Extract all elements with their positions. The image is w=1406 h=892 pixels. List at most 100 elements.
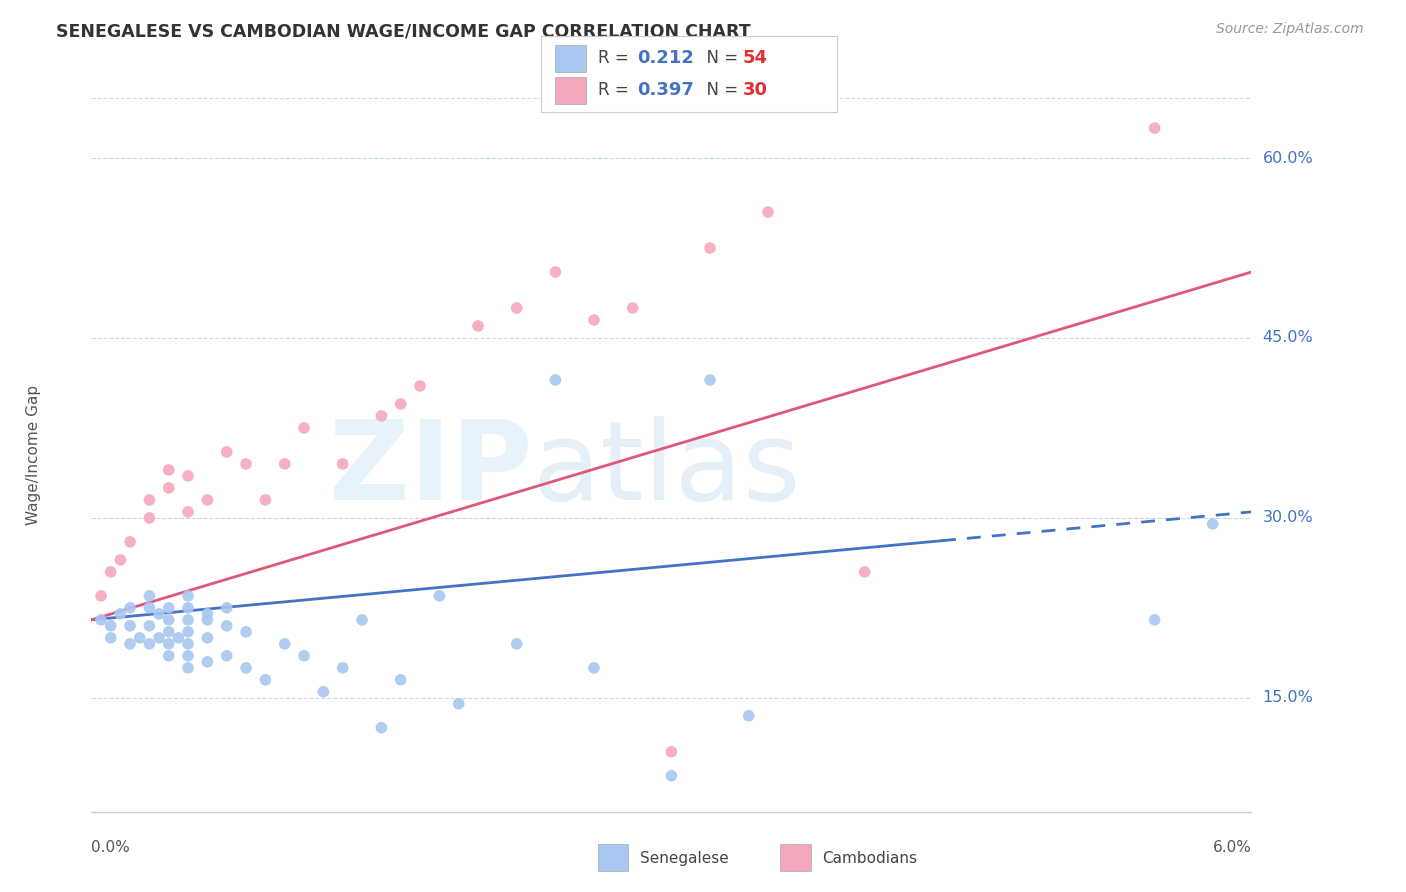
Text: R =: R =	[598, 49, 634, 68]
Point	[544, 265, 567, 279]
Point	[235, 624, 257, 639]
Point	[120, 600, 141, 615]
Point	[195, 655, 219, 669]
Point	[167, 631, 190, 645]
Text: Senegalese: Senegalese	[640, 851, 728, 865]
Text: Wage/Income Gap: Wage/Income Gap	[25, 384, 41, 525]
Point	[177, 600, 200, 615]
Point	[699, 241, 721, 255]
Point	[138, 619, 160, 633]
Point	[177, 505, 200, 519]
Point	[120, 534, 141, 549]
Point	[254, 673, 277, 687]
Point	[389, 673, 412, 687]
Text: N =: N =	[696, 49, 744, 68]
Point	[661, 769, 683, 783]
Point	[195, 607, 219, 621]
Point	[235, 661, 257, 675]
Text: SENEGALESE VS CAMBODIAN WAGE/INCOME GAP CORRELATION CHART: SENEGALESE VS CAMBODIAN WAGE/INCOME GAP …	[56, 22, 751, 40]
Point	[177, 661, 200, 675]
Point	[332, 661, 354, 675]
Point	[506, 301, 529, 315]
Text: R =: R =	[598, 81, 634, 99]
Point	[582, 661, 605, 675]
Point	[1143, 613, 1166, 627]
Point	[756, 205, 779, 219]
Point	[544, 373, 567, 387]
Point	[506, 637, 529, 651]
Text: ZIP: ZIP	[329, 416, 531, 523]
Point	[177, 624, 200, 639]
Point	[254, 492, 277, 507]
Text: 15.0%: 15.0%	[1263, 690, 1313, 706]
Text: 30: 30	[742, 81, 768, 99]
Point	[274, 457, 297, 471]
Point	[195, 613, 219, 627]
Point	[177, 469, 200, 483]
Point	[157, 613, 180, 627]
Point	[409, 379, 432, 393]
Point	[215, 445, 238, 459]
Text: 30.0%: 30.0%	[1263, 510, 1313, 525]
Point	[215, 648, 238, 663]
Point	[100, 631, 122, 645]
Text: 0.0%: 0.0%	[91, 840, 131, 855]
Point	[370, 409, 392, 423]
Point	[582, 313, 605, 327]
Point	[195, 631, 219, 645]
Point	[120, 619, 141, 633]
Point	[110, 607, 132, 621]
Point	[467, 318, 489, 333]
Point	[177, 613, 200, 627]
Point	[370, 721, 392, 735]
Point	[157, 637, 180, 651]
Point	[312, 685, 335, 699]
Text: Source: ZipAtlas.com: Source: ZipAtlas.com	[1216, 22, 1364, 37]
Point	[138, 492, 160, 507]
Point	[138, 589, 160, 603]
Point	[447, 697, 470, 711]
Point	[120, 637, 141, 651]
Point	[738, 708, 761, 723]
Point	[148, 631, 170, 645]
Point	[661, 745, 683, 759]
Point	[157, 481, 180, 495]
Text: Cambodians: Cambodians	[823, 851, 918, 865]
Point	[235, 457, 257, 471]
Text: 0.397: 0.397	[637, 81, 693, 99]
Point	[352, 613, 374, 627]
Point	[427, 589, 450, 603]
Point	[332, 457, 354, 471]
Text: 45.0%: 45.0%	[1263, 330, 1313, 345]
Point	[292, 421, 315, 435]
Point	[292, 648, 315, 663]
Text: atlas: atlas	[531, 416, 800, 523]
Point	[1202, 516, 1225, 531]
Point	[90, 613, 112, 627]
Point	[853, 565, 876, 579]
Text: 6.0%: 6.0%	[1212, 840, 1251, 855]
Point	[138, 511, 160, 525]
Point	[100, 565, 122, 579]
Point	[157, 648, 180, 663]
Text: 0.212: 0.212	[637, 49, 693, 68]
Point	[177, 648, 200, 663]
Text: 54: 54	[742, 49, 768, 68]
Point	[389, 397, 412, 411]
Point	[274, 637, 297, 651]
Point	[157, 624, 180, 639]
Point	[177, 589, 200, 603]
Point	[100, 619, 122, 633]
Point	[157, 463, 180, 477]
Point	[138, 600, 160, 615]
Point	[90, 589, 112, 603]
Point	[1143, 121, 1166, 136]
Point	[138, 637, 160, 651]
Text: 60.0%: 60.0%	[1263, 151, 1313, 166]
Point	[195, 492, 219, 507]
Point	[128, 631, 150, 645]
Point	[215, 619, 238, 633]
Point	[177, 637, 200, 651]
Point	[621, 301, 644, 315]
Point	[215, 600, 238, 615]
